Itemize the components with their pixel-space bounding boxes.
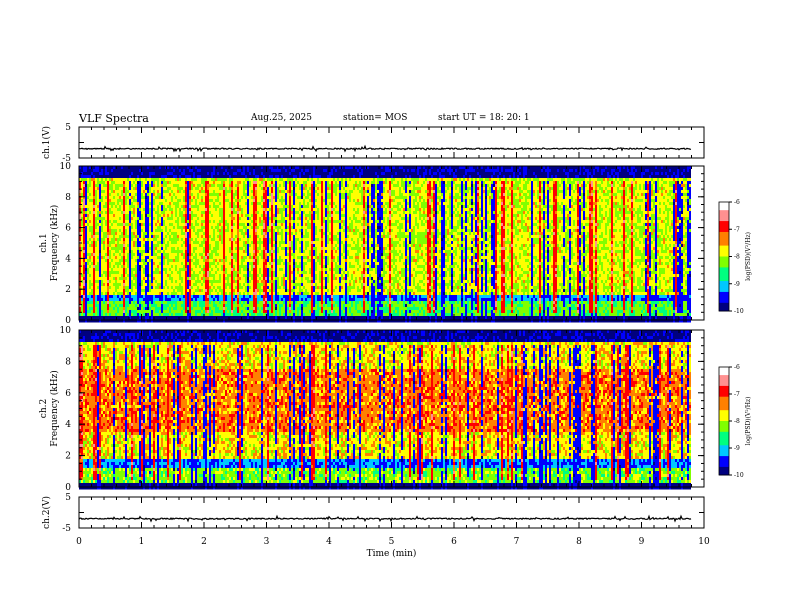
ytick-label: 8: [65, 357, 71, 367]
colorbar-tick-label: -6: [734, 364, 740, 371]
colorbar-tick-label: -7: [734, 391, 740, 398]
xtick-label: 10: [698, 537, 710, 547]
colorbar-tick-label: -7: [734, 226, 740, 233]
xtick-label: 0: [76, 537, 82, 547]
ch2-spectrogram-image: [79, 330, 691, 490]
xtick-label: 5: [389, 537, 395, 547]
waveform-ylabel: ch.1(V): [41, 126, 52, 159]
xtick-label: 1: [139, 537, 145, 547]
channel-label: ch.1: [39, 233, 49, 252]
spectrogram-ylabel: Frequency (kHz): [49, 205, 60, 282]
date-label: Aug.25, 2025: [251, 113, 312, 123]
ytick-label: 0: [65, 316, 71, 326]
ytick-label: 4: [65, 254, 71, 264]
station-label: station= MOS: [343, 113, 408, 123]
ytick-label: 5: [65, 123, 71, 133]
colorbar-tick-label: -8: [734, 418, 740, 425]
spectrogram-ylabel: Frequency (kHz): [49, 370, 60, 447]
colorbar: [719, 367, 729, 476]
colorbar: [719, 202, 729, 312]
ytick-label: 2: [65, 452, 71, 462]
colorbar-tick-label: -10: [734, 308, 744, 315]
xtick-label: 7: [514, 537, 520, 547]
figure-title: VLF Spectra: [79, 112, 149, 125]
xtick-label: 8: [576, 537, 582, 547]
ytick-label: 10: [60, 162, 72, 172]
colorbar-tick-label: -10: [734, 472, 744, 479]
ytick-label: 4: [65, 420, 71, 430]
x-axis-label: Time (min): [367, 548, 417, 559]
ytick-label: 10: [60, 326, 72, 336]
channel-label: ch.2: [39, 399, 49, 418]
colorbar-tick-label: -9: [734, 281, 740, 288]
ytick-label: 5: [65, 493, 71, 503]
xtick-label: 3: [264, 537, 270, 547]
colorbar-label: log(PSD)(V²/Hz): [745, 397, 752, 446]
colorbar-tick-label: -8: [734, 254, 740, 261]
ytick-label: 2: [65, 285, 71, 295]
ytick-label: -5: [62, 524, 71, 534]
ytick-label: 0: [65, 483, 71, 493]
waveform-trace: [78, 144, 692, 153]
xtick-label: 2: [201, 537, 207, 547]
start-time-label: start UT = 18: 20: 1: [438, 113, 530, 123]
ytick-label: 6: [65, 389, 71, 399]
waveform-ylabel: ch.2(V): [41, 496, 52, 529]
colorbar-tick-label: -6: [734, 199, 740, 206]
xtick-label: 6: [451, 537, 457, 547]
ytick-label: -5: [62, 154, 71, 164]
xtick-label: 9: [639, 537, 645, 547]
colorbar-label: log(PSD)(V²/Hz): [745, 232, 752, 281]
colorbar-tick-label: -9: [734, 445, 740, 452]
xtick-label: 4: [326, 537, 332, 547]
ch1-spectrogram-image: [79, 166, 691, 323]
ytick-label: 8: [65, 193, 71, 203]
waveform-trace: [78, 514, 692, 523]
ytick-label: 6: [65, 224, 71, 234]
